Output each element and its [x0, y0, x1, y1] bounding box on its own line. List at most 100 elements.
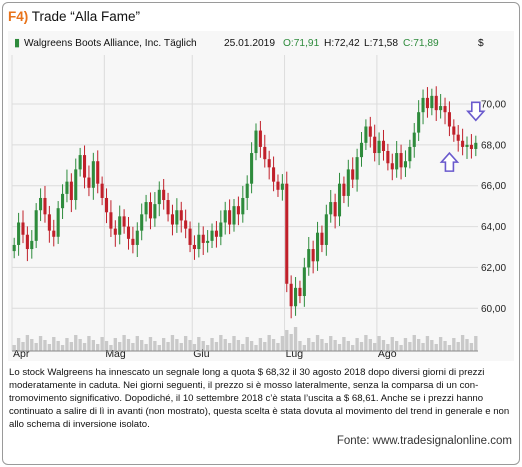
volume-bar: [219, 335, 223, 351]
y-tick-label: 64,00: [481, 222, 506, 233]
volume-bar: [460, 335, 465, 351]
candle-body: [294, 287, 298, 307]
candle-body: [232, 206, 236, 225]
candle-body: [469, 144, 473, 149]
volume-bar: [104, 341, 109, 351]
candle-body: [333, 202, 337, 217]
candle-body: [364, 126, 368, 143]
candle-body: [241, 197, 245, 215]
volume-bar: [43, 340, 47, 351]
candle-body: [456, 134, 460, 141]
volume-bar: [87, 336, 91, 351]
candle-body: [412, 132, 416, 147]
volume-bar: [434, 344, 438, 351]
candle-body: [311, 249, 315, 262]
volume-bar: [394, 341, 399, 351]
volume-bar: [157, 345, 161, 351]
volume-bar: [403, 338, 408, 351]
volume-bar: [430, 340, 434, 351]
volume-bar: [355, 338, 359, 351]
candle-body: [21, 222, 25, 235]
volume-bar: [192, 344, 197, 351]
candle-body: [74, 169, 78, 201]
volume-bar: [25, 335, 30, 351]
volume-bar: [148, 337, 153, 351]
candle-body: [188, 228, 192, 245]
candle-body: [417, 112, 421, 133]
volume-bar: [452, 338, 456, 351]
volume-bar: [166, 342, 170, 351]
candle-body: [452, 126, 456, 135]
volume-bar: [30, 339, 34, 351]
candle-body: [25, 234, 29, 250]
volume-bar: [293, 327, 298, 351]
volume-bar: [465, 339, 469, 351]
candle-body: [135, 230, 139, 245]
candle-body: [206, 240, 210, 243]
candle-body: [324, 214, 328, 245]
volume-bar: [386, 344, 390, 351]
candle-body: [421, 97, 425, 113]
y-tick-label: 66,00: [481, 181, 506, 192]
candle-body: [276, 181, 280, 190]
candle-body: [113, 228, 117, 235]
candle-body: [179, 210, 183, 221]
x-tick-label: Ago: [378, 348, 397, 360]
candle-body: [87, 177, 91, 188]
volume-bar: [359, 342, 364, 351]
volume-bar: [456, 342, 460, 351]
up-arrow-icon: [439, 151, 460, 172]
candle-body: [78, 155, 82, 170]
candle-body: [439, 106, 443, 111]
candle-body: [61, 193, 65, 209]
candle-body: [109, 212, 113, 229]
volume-bar: [307, 338, 311, 351]
candle-body: [337, 183, 342, 217]
volume-bar: [408, 342, 412, 351]
volume-bar: [236, 340, 241, 351]
candle-body: [267, 159, 271, 168]
volume-bar: [364, 335, 368, 351]
chart-area: 60,00 62,00 64,00 66,00 68,00 70,00 Apr Mag Giu L…: [8, 31, 514, 361]
instrument-name: Walgreens Boots Alliance, Inc. Täglich: [24, 38, 197, 49]
volume-bar: [60, 345, 65, 351]
volume-bar: [205, 345, 210, 351]
volume-bar: [175, 339, 179, 351]
volume-bar: [315, 335, 320, 351]
volume-bar: [373, 343, 377, 351]
candle-body: [122, 216, 126, 227]
x-tick-label: Mag: [105, 348, 126, 360]
volume-bar: [329, 336, 333, 351]
candle-body: [17, 222, 21, 245]
candle-body: [100, 183, 104, 198]
volume-bar: [271, 339, 276, 351]
candle-body: [425, 97, 429, 109]
volume-bar: [183, 336, 188, 351]
figure-title: Trade “Alla Fame”: [31, 9, 141, 24]
volume-bar: [210, 338, 214, 351]
candle-body: [39, 197, 43, 211]
candle-body: [280, 183, 284, 190]
volume-bar: [421, 343, 425, 351]
volume-bar: [21, 342, 25, 351]
caption-text: Lo stock Walgreens ha innescato un segna…: [9, 367, 510, 431]
candle-body: [390, 163, 394, 170]
x-tick-label: Lug: [286, 348, 304, 360]
candle-body: [461, 140, 465, 147]
down-arrow-icon: [466, 101, 486, 122]
volume-bar: [38, 336, 43, 351]
candle-body: [214, 230, 218, 237]
volume-bar: [249, 341, 254, 351]
candle-body: [302, 267, 306, 297]
candle-body: [104, 197, 109, 213]
volume-bar: [443, 341, 447, 351]
candle-body: [342, 183, 346, 196]
candle-body: [346, 169, 350, 196]
candle-body: [307, 249, 311, 268]
volume-bar: [368, 339, 372, 351]
candle-body: [12, 244, 16, 252]
candle-body: [166, 200, 170, 215]
volume-bar: [197, 337, 201, 351]
volume-bar: [140, 340, 144, 351]
quote-date: 25.01.2019: [224, 38, 275, 49]
